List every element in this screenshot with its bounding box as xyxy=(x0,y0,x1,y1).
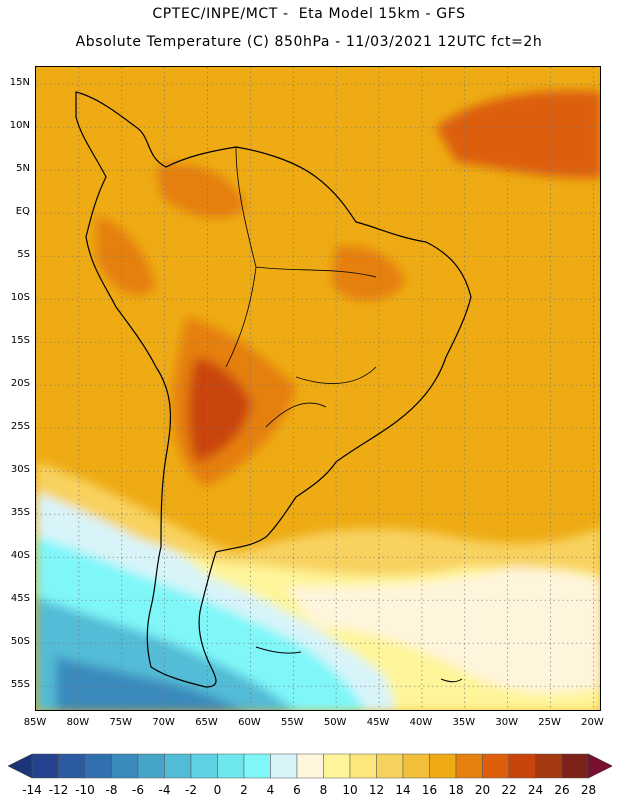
colorbar-swatch xyxy=(455,753,483,779)
lon-label: 75W xyxy=(109,717,133,728)
colorbar-label: -10 xyxy=(75,783,95,797)
falklands-islands xyxy=(255,646,302,654)
lat-label: EQ xyxy=(15,206,30,218)
lat-label: 40S xyxy=(10,550,30,562)
colorbar-swatch xyxy=(164,753,192,779)
lon-label: 45W xyxy=(366,717,390,728)
colorbar-label: 28 xyxy=(580,783,597,797)
lon-label: 60W xyxy=(238,717,261,728)
colorbar-label: 6 xyxy=(293,783,301,797)
lat-label: 10S xyxy=(10,292,30,304)
colorbar-swatch xyxy=(349,753,377,779)
colorbar-swatch xyxy=(190,753,218,779)
lat-label: 45S xyxy=(10,593,30,605)
lat-label: 25S xyxy=(10,421,30,433)
lat-label: 30S xyxy=(10,464,30,476)
colorbar-swatch xyxy=(535,753,563,779)
colorbar-label: -2 xyxy=(185,783,197,797)
lat-label: 15N xyxy=(9,77,30,89)
temperature-colorbar xyxy=(8,753,612,779)
field-20-brazil xyxy=(331,246,406,301)
colorbar-max-arrow xyxy=(588,753,612,779)
colorbar-swatch xyxy=(561,753,589,779)
colorbar-swatch xyxy=(58,753,86,779)
header-title-line1: CPTEC/INPE/MCT - Eta Model 15km - GFS xyxy=(152,6,466,22)
colorbar-label: -6 xyxy=(132,783,144,797)
lat-label: 55S xyxy=(10,679,30,691)
lon-label: 30W xyxy=(495,717,518,728)
lat-label: 5N xyxy=(16,163,30,175)
colorbar-swatch xyxy=(402,753,430,779)
colorbar-swatch xyxy=(217,753,245,779)
lon-label: 80W xyxy=(66,717,90,728)
colorbar-swatch xyxy=(429,753,457,779)
lat-label: 50S xyxy=(10,636,30,648)
colorbar-swatch xyxy=(270,753,298,779)
temperature-map xyxy=(36,67,600,710)
header-title-line2: Absolute Temperature (C) 850hPa - 11/03/… xyxy=(75,34,543,50)
colorbar-swatch xyxy=(111,753,139,779)
south-georgia-island xyxy=(440,678,463,683)
map-panel xyxy=(35,66,601,711)
colorbar-label: 14 xyxy=(395,783,411,797)
lat-label: 5S xyxy=(17,249,30,261)
field-20-north xyxy=(156,164,246,218)
lon-label: 35W xyxy=(452,717,476,728)
field-20-22-atlantic xyxy=(436,90,600,178)
colorbar-swatch xyxy=(296,753,324,779)
colorbar-swatch xyxy=(137,753,165,779)
colorbar-label: 26 xyxy=(554,783,570,797)
lon-label: 85W xyxy=(23,717,47,728)
colorbar-label: 20 xyxy=(474,783,491,797)
colorbar-label: 2 xyxy=(240,783,248,797)
colorbar-label: 12 xyxy=(368,783,385,797)
colorbar-swatch xyxy=(84,753,112,779)
colorbar-label: 0 xyxy=(213,783,222,797)
lon-label: 65W xyxy=(195,717,218,728)
colorbar-swatch xyxy=(508,753,536,779)
colorbar-swatch xyxy=(376,753,404,779)
colorbar-label: 18 xyxy=(448,783,464,797)
colorbar-label: -14 xyxy=(22,783,42,797)
colorbar-label: 4 xyxy=(266,783,275,797)
lat-label: 20S xyxy=(10,378,30,390)
south-america-coastline xyxy=(75,91,472,688)
colorbar-label: 22 xyxy=(501,783,517,797)
colorbar-swatch xyxy=(323,753,351,779)
colorbar-swatch xyxy=(482,753,510,779)
country-borders xyxy=(225,146,377,428)
colorbar-label: -8 xyxy=(105,783,118,797)
colorbar-label: 10 xyxy=(342,783,358,797)
lat-label: 15S xyxy=(10,335,30,347)
colorbar-label: 8 xyxy=(319,783,328,797)
colorbar-swatch xyxy=(243,753,271,779)
colorbar-label: 24 xyxy=(527,783,544,797)
colorbar-label: -12 xyxy=(48,783,69,797)
lon-label: 25W xyxy=(538,717,561,728)
field-neg8 xyxy=(56,657,242,710)
colorbar-swatch xyxy=(31,753,59,779)
colorbar-label: -4 xyxy=(158,783,171,797)
field-22-24 xyxy=(188,357,251,462)
lon-label: 20W xyxy=(581,717,604,728)
lat-label: 35S xyxy=(10,507,30,519)
colorbar-label: 16 xyxy=(421,783,438,797)
colorbar-min-arrow xyxy=(8,753,33,779)
lat-label: 10N xyxy=(9,120,30,132)
lon-label: 70W xyxy=(152,717,175,728)
field-6-8 xyxy=(286,567,600,693)
lon-label: 40W xyxy=(409,717,433,728)
lon-label: 50W xyxy=(323,717,347,728)
lon-label: 55W xyxy=(280,717,304,728)
